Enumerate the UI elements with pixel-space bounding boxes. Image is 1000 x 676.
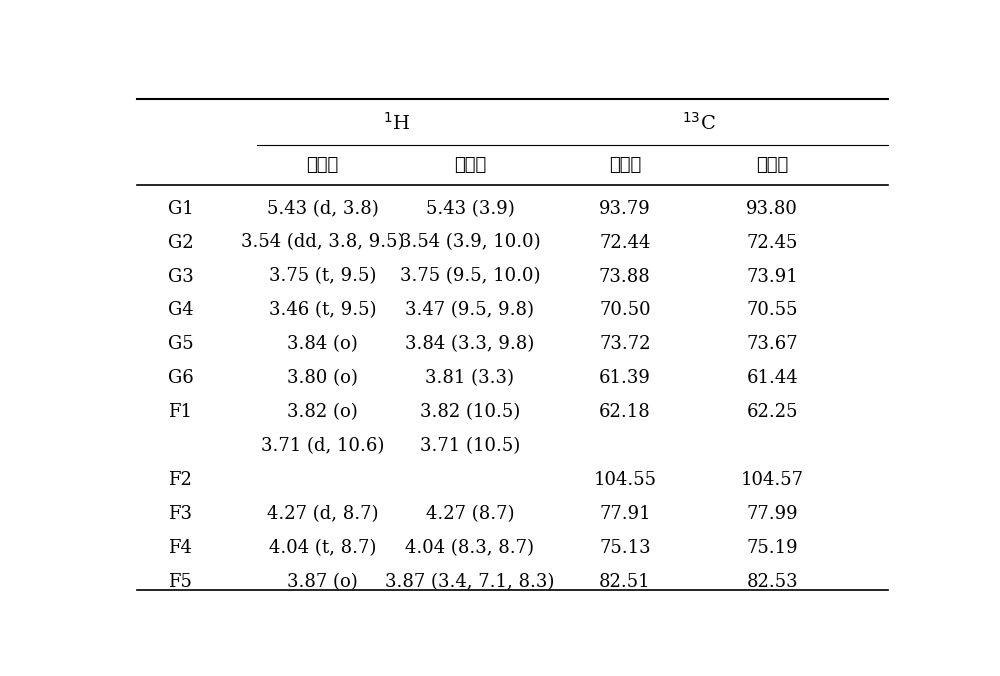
Text: 测定值: 测定值 <box>306 156 339 174</box>
Text: 3.75 (t, 9.5): 3.75 (t, 9.5) <box>269 268 376 285</box>
Text: 4.27 (d, 8.7): 4.27 (d, 8.7) <box>267 505 378 523</box>
Text: 61.44: 61.44 <box>746 369 798 387</box>
Text: 77.91: 77.91 <box>599 505 651 523</box>
Text: $^{1}$H: $^{1}$H <box>383 112 410 134</box>
Text: 文献值: 文献值 <box>756 156 788 174</box>
Text: G4: G4 <box>168 301 193 320</box>
Text: G6: G6 <box>168 369 193 387</box>
Text: 104.57: 104.57 <box>741 471 804 489</box>
Text: 62.18: 62.18 <box>599 403 651 421</box>
Text: 75.13: 75.13 <box>599 539 651 557</box>
Text: 测定值: 测定值 <box>609 156 641 174</box>
Text: 4.27 (8.7): 4.27 (8.7) <box>426 505 514 523</box>
Text: 3.84 (o): 3.84 (o) <box>287 335 358 354</box>
Text: 61.39: 61.39 <box>599 369 651 387</box>
Text: G3: G3 <box>168 268 193 285</box>
Text: 3.46 (t, 9.5): 3.46 (t, 9.5) <box>269 301 376 320</box>
Text: 3.54 (3.9, 10.0): 3.54 (3.9, 10.0) <box>400 234 540 251</box>
Text: 4.04 (8.3, 8.7): 4.04 (8.3, 8.7) <box>405 539 534 557</box>
Text: G5: G5 <box>168 335 193 354</box>
Text: 文献值: 文献值 <box>454 156 486 174</box>
Text: 3.75 (9.5, 10.0): 3.75 (9.5, 10.0) <box>400 268 540 285</box>
Text: 73.88: 73.88 <box>599 268 651 285</box>
Text: 70.55: 70.55 <box>746 301 798 320</box>
Text: 3.87 (3.4, 7.1, 8.3): 3.87 (3.4, 7.1, 8.3) <box>385 573 555 591</box>
Text: 93.79: 93.79 <box>599 199 651 218</box>
Text: G1: G1 <box>168 199 193 218</box>
Text: 104.55: 104.55 <box>593 471 656 489</box>
Text: F1: F1 <box>168 403 192 421</box>
Text: 77.99: 77.99 <box>746 505 798 523</box>
Text: 73.72: 73.72 <box>599 335 651 354</box>
Text: 3.71 (d, 10.6): 3.71 (d, 10.6) <box>261 437 384 455</box>
Text: 3.81 (3.3): 3.81 (3.3) <box>425 369 514 387</box>
Text: 4.04 (t, 8.7): 4.04 (t, 8.7) <box>269 539 376 557</box>
Text: 3.87 (o): 3.87 (o) <box>287 573 358 591</box>
Text: 72.44: 72.44 <box>599 234 651 251</box>
Text: F3: F3 <box>168 505 192 523</box>
Text: 5.43 (3.9): 5.43 (3.9) <box>426 199 514 218</box>
Text: 62.25: 62.25 <box>746 403 798 421</box>
Text: F2: F2 <box>168 471 192 489</box>
Text: F5: F5 <box>168 573 192 591</box>
Text: 3.71 (10.5): 3.71 (10.5) <box>420 437 520 455</box>
Text: 3.84 (3.3, 9.8): 3.84 (3.3, 9.8) <box>405 335 534 354</box>
Text: F4: F4 <box>168 539 192 557</box>
Text: 73.67: 73.67 <box>746 335 798 354</box>
Text: 5.43 (d, 3.8): 5.43 (d, 3.8) <box>267 199 378 218</box>
Text: 73.91: 73.91 <box>746 268 798 285</box>
Text: 82.53: 82.53 <box>746 573 798 591</box>
Text: 75.19: 75.19 <box>746 539 798 557</box>
Text: 70.50: 70.50 <box>599 301 651 320</box>
Text: 82.51: 82.51 <box>599 573 651 591</box>
Text: 3.47 (9.5, 9.8): 3.47 (9.5, 9.8) <box>405 301 534 320</box>
Text: 3.82 (o): 3.82 (o) <box>287 403 358 421</box>
Text: 3.54 (dd, 3.8, 9.5): 3.54 (dd, 3.8, 9.5) <box>241 234 404 251</box>
Text: 93.80: 93.80 <box>746 199 798 218</box>
Text: 72.45: 72.45 <box>746 234 798 251</box>
Text: 3.82 (10.5): 3.82 (10.5) <box>420 403 520 421</box>
Text: G2: G2 <box>168 234 193 251</box>
Text: 3.80 (o): 3.80 (o) <box>287 369 358 387</box>
Text: $^{13}$C: $^{13}$C <box>682 112 715 134</box>
